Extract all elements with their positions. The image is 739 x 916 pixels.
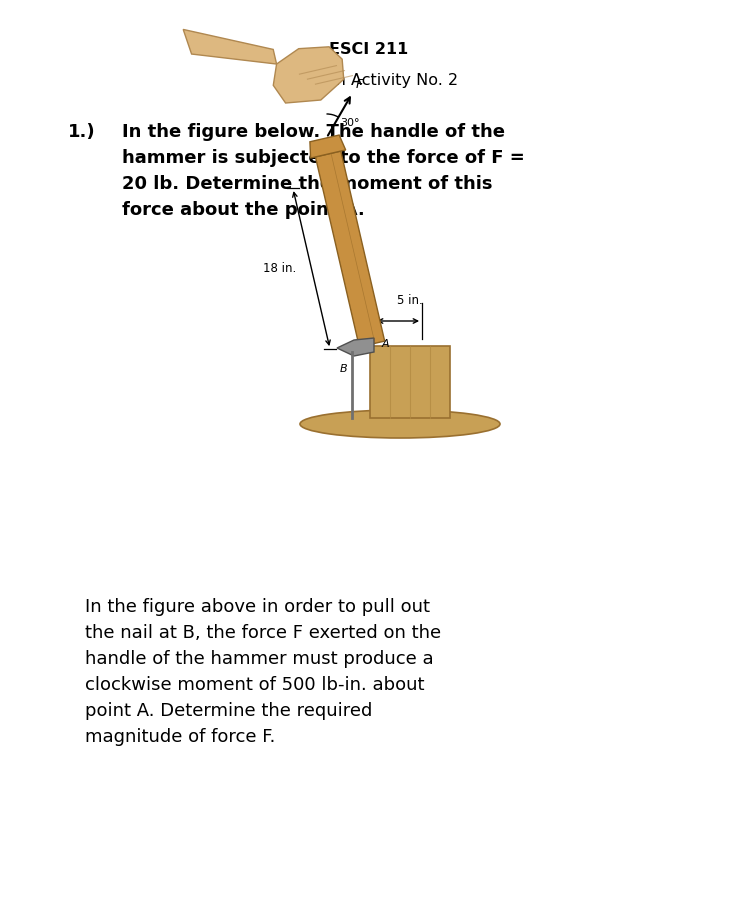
Polygon shape: [310, 135, 346, 158]
Text: handle of the hammer must produce a: handle of the hammer must produce a: [85, 650, 434, 668]
Text: 1.): 1.): [68, 123, 95, 141]
Text: In the figure above in order to pull out: In the figure above in order to pull out: [85, 598, 430, 616]
Text: the nail at B, the force F exerted on the: the nail at B, the force F exerted on th…: [85, 624, 441, 642]
Text: 20 lb. Determine the moment of this: 20 lb. Determine the moment of this: [122, 175, 492, 193]
Polygon shape: [370, 346, 450, 418]
Text: Midterm Activity No. 2: Midterm Activity No. 2: [279, 72, 459, 88]
Polygon shape: [337, 338, 374, 356]
Text: hammer is subjected to the force of F =: hammer is subjected to the force of F =: [122, 149, 525, 167]
Ellipse shape: [300, 410, 500, 438]
Text: 30°: 30°: [341, 118, 360, 128]
Text: clockwise moment of 500 lb-in. about: clockwise moment of 500 lb-in. about: [85, 676, 424, 694]
Text: ESCI 211: ESCI 211: [330, 42, 409, 58]
Text: In the figure below. The handle of the: In the figure below. The handle of the: [122, 123, 505, 141]
Polygon shape: [316, 151, 385, 347]
Text: 5 in.: 5 in.: [397, 294, 423, 307]
Polygon shape: [183, 29, 276, 64]
Text: force about the point A.: force about the point A.: [122, 201, 365, 219]
Text: magnitude of force F.: magnitude of force F.: [85, 728, 276, 746]
Text: 18 in.: 18 in.: [263, 262, 296, 275]
Text: B: B: [340, 364, 348, 374]
Text: point A. Determine the required: point A. Determine the required: [85, 702, 372, 720]
Text: F: F: [355, 78, 363, 91]
Polygon shape: [273, 47, 344, 103]
Text: A: A: [382, 339, 389, 349]
